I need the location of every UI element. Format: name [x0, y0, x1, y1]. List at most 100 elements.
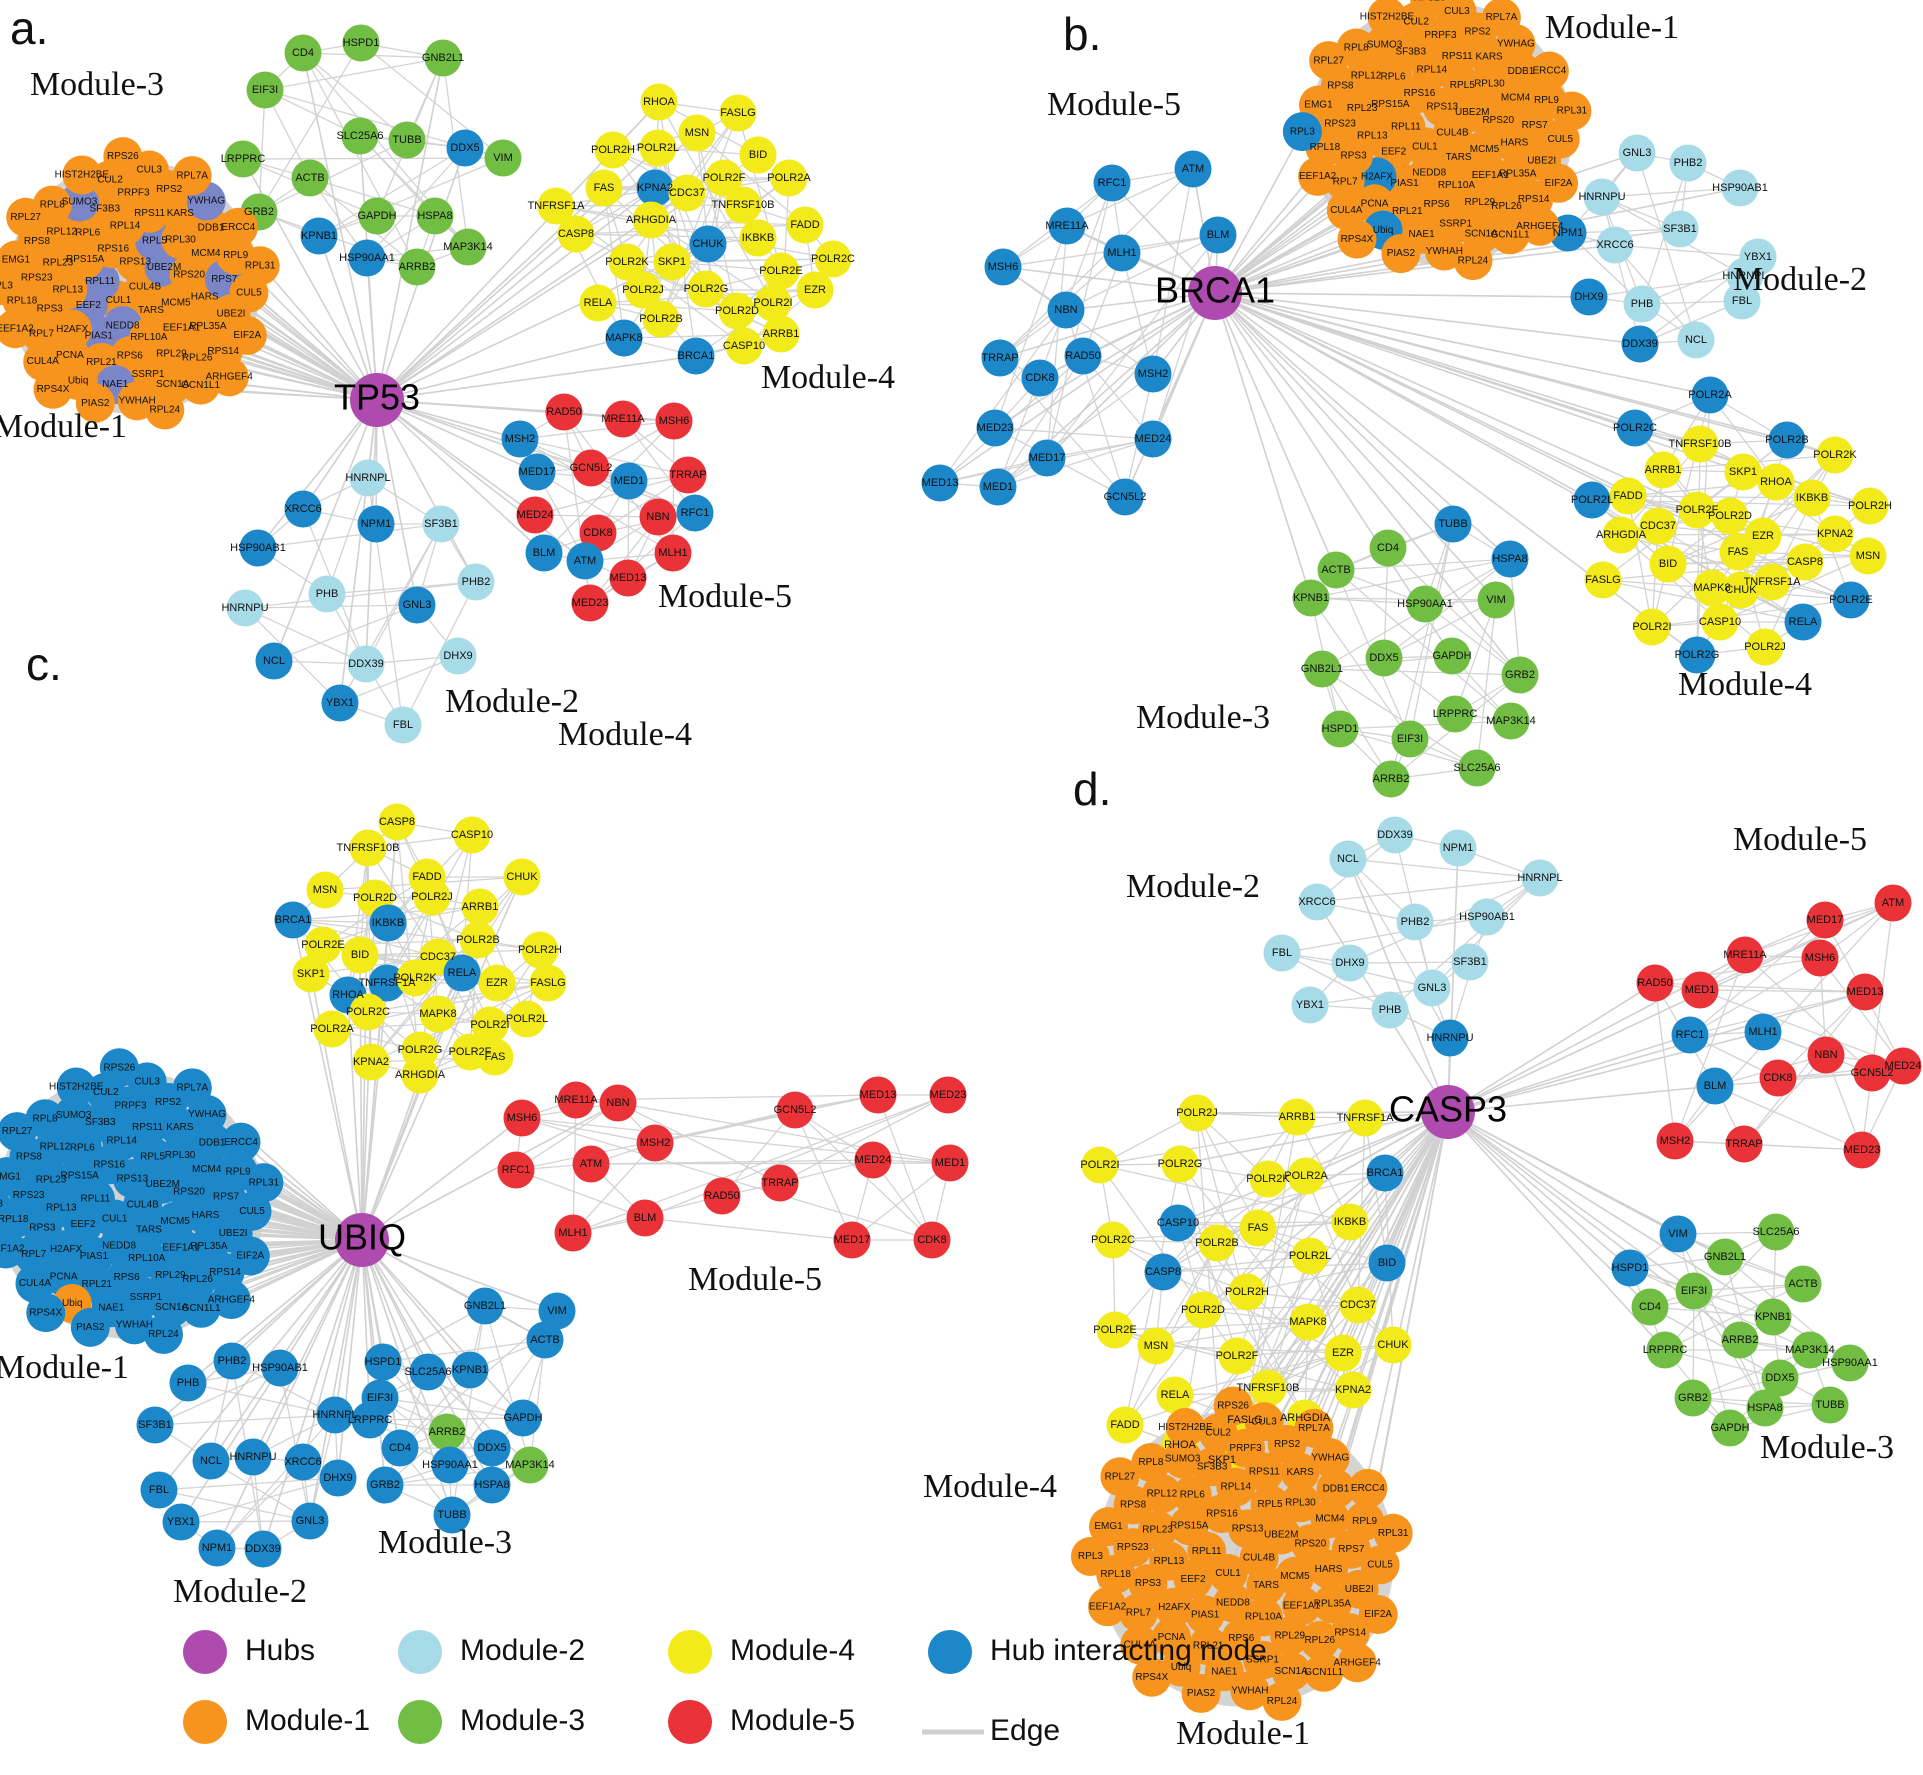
node-label: HIST2H2BE [55, 170, 110, 181]
node-label: ARRB1 [1279, 1111, 1316, 1123]
node-label: SKP1 [1729, 466, 1757, 478]
node-label: POLR2H [1225, 1286, 1269, 1298]
node-label: RPL24 [1458, 255, 1489, 266]
legend-swatch [398, 1700, 442, 1744]
node-label: RPS20 [1294, 1538, 1326, 1549]
edge [997, 182, 1113, 488]
node-label: EEF2 [1381, 147, 1406, 158]
node-label: CUL3 [1444, 6, 1470, 17]
network-node [1154, 1587, 1194, 1627]
edge [292, 919, 541, 951]
node-label: LRPPRC [1433, 708, 1478, 720]
network-node [1021, 359, 1059, 397]
node-label: DDX5 [450, 142, 479, 154]
node-label: GNB2L1 [422, 52, 464, 64]
node-label: FADD [412, 871, 441, 883]
node-label: EIF2A [1364, 1609, 1392, 1620]
node-label: NBN [606, 1097, 629, 1109]
network-node [1132, 1657, 1172, 1697]
hub-edge [1214, 292, 1521, 676]
node-label: ACTB [1321, 564, 1350, 576]
node-label: RAD50 [1637, 977, 1672, 989]
node-label: POLR2I [1080, 1159, 1119, 1171]
node-label: POLR2L [1571, 494, 1613, 506]
network-node [1218, 1337, 1256, 1375]
network-node [234, 1438, 272, 1476]
network-node [1178, 1094, 1216, 1132]
network-node [192, 1442, 230, 1480]
network-node [388, 121, 426, 159]
network-node [1521, 859, 1559, 897]
hub-node [350, 373, 404, 427]
hub-edge [1214, 292, 1804, 623]
module-label: Module-1 [1545, 9, 1679, 46]
node-label: YWHAH [119, 396, 156, 407]
module-label: Module-2 [445, 683, 579, 720]
network-node [1294, 1408, 1334, 1448]
network-node [1491, 540, 1529, 578]
node-label: EEF1A2 [0, 323, 34, 334]
node-label: EEF1A2 [0, 1244, 25, 1255]
network-node [1618, 134, 1656, 172]
edge [1065, 234, 1219, 311]
node-label: SKP1 [658, 256, 686, 268]
network-node [1661, 210, 1699, 248]
network-node [416, 197, 454, 235]
network-node [304, 926, 342, 964]
network-node [1874, 884, 1912, 922]
network-node [1213, 1386, 1253, 1426]
network-node [1120, 1625, 1160, 1665]
node-label: RPL3 [1078, 1551, 1103, 1562]
network-node [705, 159, 743, 197]
network-node [1431, 1019, 1469, 1057]
network-node [571, 584, 609, 622]
node-label: PHB2 [1401, 916, 1430, 928]
network-node [654, 534, 692, 572]
network-node [931, 1144, 969, 1182]
node-label: POLR2G [684, 283, 729, 295]
network-node [33, 369, 73, 409]
network-node [1784, 1265, 1822, 1303]
edge [1347, 858, 1541, 879]
network-node [172, 1068, 212, 1108]
hub-edge [1214, 131, 1304, 294]
node-label: HIST2H2BE [1360, 11, 1415, 22]
network-node [1633, 608, 1671, 646]
node-label: RPS6 [117, 350, 144, 361]
edge [1321, 668, 1521, 676]
node-label: XRCC6 [284, 503, 321, 515]
node-label: RPL7A [1486, 12, 1518, 23]
network-node [0, 309, 35, 349]
network-node [1339, 1286, 1377, 1324]
legend-label: Module-5 [730, 1704, 855, 1737]
node-label: RPL6 [1381, 71, 1406, 82]
node-label: RPS16 [1404, 88, 1436, 99]
node-label: RPL7A [176, 1082, 208, 1093]
network-node [1851, 487, 1889, 525]
edge [1387, 547, 1521, 676]
network-node [1081, 1146, 1119, 1184]
hub-edge [361, 1239, 471, 1371]
node-label: HARS [192, 1210, 220, 1221]
hub-edge [1214, 292, 1698, 511]
network-node [1451, 943, 1489, 981]
node-layer [0, 0, 1922, 1721]
network-node [1609, 477, 1647, 515]
node-label: CASP10 [1157, 1217, 1199, 1229]
node-label: CHUK [692, 238, 724, 250]
node-label: HSPA8 [1747, 1402, 1782, 1414]
legend-swatch [398, 1630, 442, 1674]
network-node [476, 1038, 514, 1076]
hub-edge [361, 1102, 619, 1241]
node-label: RPL13 [52, 284, 83, 295]
edge [1636, 152, 1697, 341]
node-label: SF3B1 [138, 1419, 172, 1431]
edge [1714, 1085, 1863, 1151]
edge [1246, 1291, 1359, 1306]
node-label: KPNA2 [1817, 528, 1853, 540]
node-label: POLR2J [411, 891, 453, 903]
node-label: POLR2J [1176, 1107, 1218, 1119]
hub-edge [1179, 1111, 1449, 1165]
node-label: NPM1 [202, 1542, 233, 1554]
node-label: IKBKB [1334, 1216, 1366, 1228]
